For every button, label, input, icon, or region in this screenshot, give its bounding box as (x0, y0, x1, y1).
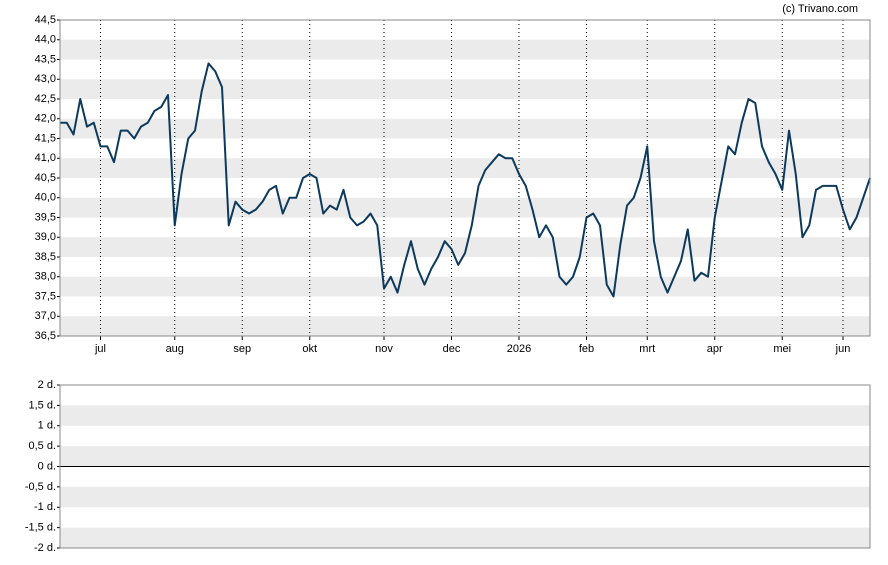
x-tick-label: feb (579, 343, 594, 355)
y-tick-label: 39,5 (35, 211, 56, 223)
price-line (60, 62, 871, 298)
y-tick-label: 37,5 (35, 290, 56, 302)
grid-band (60, 276, 870, 297)
x-tick-label: okt (302, 343, 317, 355)
grid-band (60, 405, 870, 426)
x-tick-label: mrt (639, 343, 655, 355)
x-tick-label: jul (94, 343, 106, 355)
y-tick-label: 36,5 (35, 330, 56, 342)
y-tick-label: 38,0 (35, 271, 56, 283)
y-tick-label: -0,5 d. (25, 481, 56, 493)
source: (c) Trivano.com (782, 3, 858, 15)
x-tick-label: jun (835, 343, 851, 355)
grid-band (60, 446, 870, 467)
grid-band (60, 237, 870, 257)
y-tick-label: -1 d. (34, 501, 56, 513)
y-tick-label: 1,5 d. (28, 399, 56, 411)
grid-band (60, 527, 870, 548)
y-tick-label: 2 d. (38, 379, 56, 391)
y-tick-label: 0,5 d. (28, 440, 56, 452)
y-tick-label: -1,5 d. (25, 522, 56, 534)
y-tick-label: 40,0 (35, 192, 56, 204)
y-tick-label: 38,5 (35, 251, 56, 263)
x-tick-label: mei (773, 343, 791, 355)
x-tick-label: 2026 (507, 343, 531, 355)
y-tick-label: 43,0 (35, 73, 56, 85)
grid-band (60, 316, 870, 336)
y-tick-label: 42,5 (35, 93, 56, 105)
y-tick-label: 40,5 (35, 172, 56, 184)
y-tick-label: 0 d. (38, 460, 56, 472)
x-tick-label: sep (233, 343, 251, 355)
y-tick-label: 41,5 (35, 132, 56, 144)
grid-band (60, 158, 870, 178)
x-tick-label: dec (443, 343, 461, 355)
y-tick-label: 44,5 (35, 14, 56, 26)
y-tick-label: 42,0 (35, 113, 56, 125)
y-tick-label: 43,5 (35, 53, 56, 65)
y-tick-label: 41,0 (35, 152, 56, 164)
grid-band (60, 39, 870, 60)
y-tick-label: 44,0 (35, 34, 56, 46)
grid-band (60, 79, 870, 99)
plot-border (59, 384, 871, 549)
y-tick-label: 1 d. (38, 420, 56, 432)
x-tick-label: aug (166, 343, 184, 355)
grid-band (60, 197, 870, 218)
grid-band (60, 486, 870, 508)
x-tick-label: apr (707, 343, 723, 355)
plot-border (59, 19, 871, 337)
y-tick-label: 37,0 (35, 310, 56, 322)
y-tick-label: -2 d. (34, 542, 56, 554)
x-tick-label: nov (375, 343, 393, 355)
y-tick-label: 39,0 (35, 231, 56, 243)
grid-band (60, 118, 870, 139)
